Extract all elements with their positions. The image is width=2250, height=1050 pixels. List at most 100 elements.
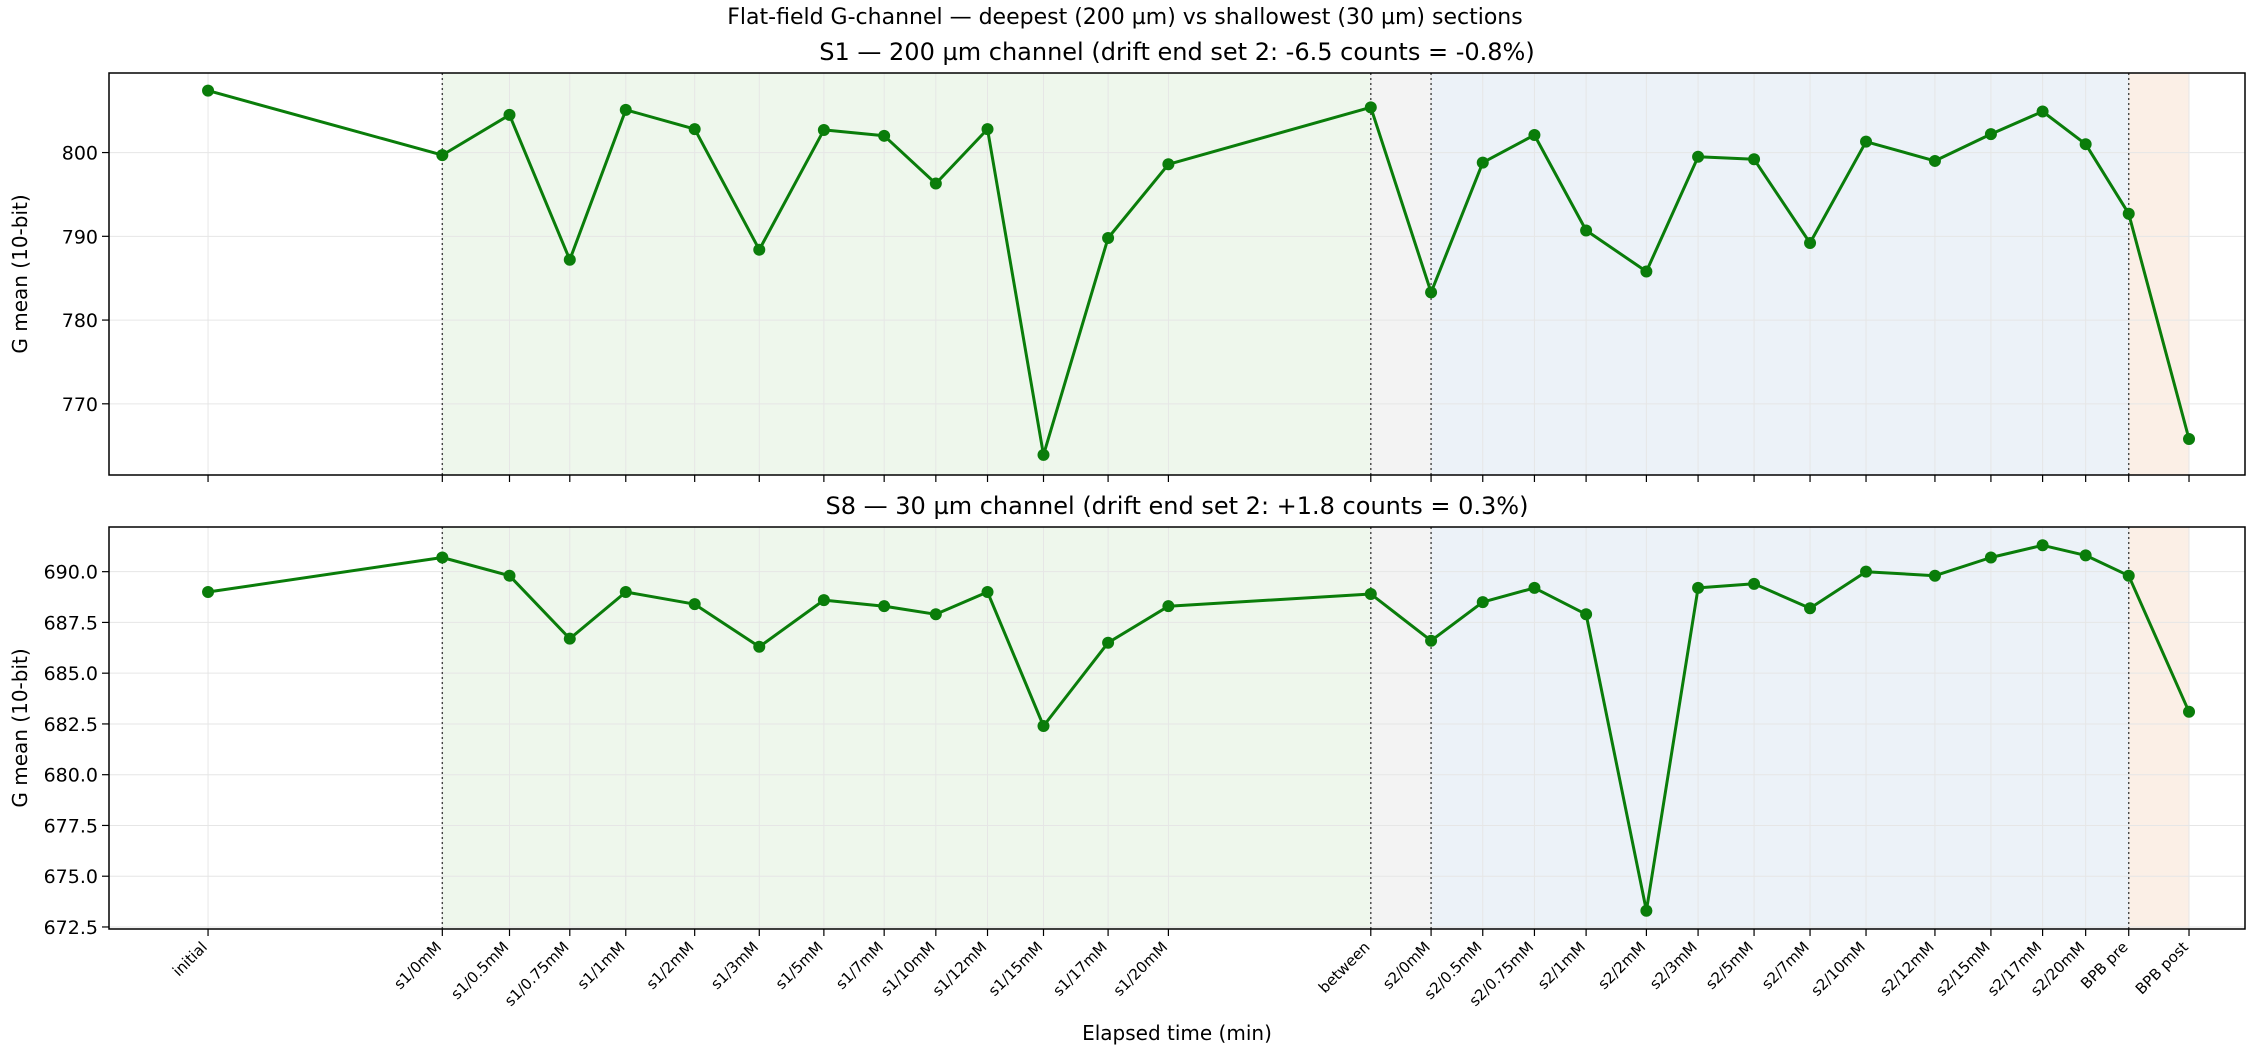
y-tick-label: 677.5 <box>44 815 98 837</box>
x-tick-label: s1/1mM <box>574 938 629 993</box>
data-point <box>1804 602 1817 615</box>
data-point <box>1162 600 1175 613</box>
data-point <box>563 632 576 645</box>
data-point <box>1928 569 1941 582</box>
x-tick-label: s2/12mM <box>1876 938 1938 1000</box>
data-point <box>2183 705 2196 718</box>
x-tick-label: between <box>1315 938 1374 997</box>
data-point <box>1804 237 1817 250</box>
data-point <box>2036 539 2049 552</box>
data-point <box>503 108 516 121</box>
data-point <box>1748 153 1761 166</box>
data-point <box>1928 154 1941 167</box>
panel-title: S1 — 200 µm channel (drift end set 2: -6… <box>819 38 1534 66</box>
panel-title: S8 — 30 µm channel (drift end set 2: +1.… <box>826 492 1529 520</box>
y-tick-label: 770 <box>62 394 98 416</box>
data-point <box>202 585 215 598</box>
data-point <box>1037 448 1050 461</box>
y-tick-label: 687.5 <box>44 612 98 634</box>
data-point <box>1364 588 1377 600</box>
data-point <box>1640 904 1653 917</box>
data-point <box>1984 551 1997 564</box>
set2-span <box>1431 73 2129 475</box>
set1-span <box>442 73 1371 475</box>
data-point <box>1102 231 1115 244</box>
axes-frame <box>108 526 2246 930</box>
data-point <box>753 640 766 653</box>
data-point <box>2122 569 2135 582</box>
data-point <box>878 129 891 142</box>
x-tick-label: s1/17mM <box>1049 938 1111 1000</box>
x-tick-label: s2/15mM <box>1932 938 1994 1000</box>
bpb-span <box>2128 527 2190 929</box>
x-tick-label: s2/10mM <box>1807 938 1869 1000</box>
x-tick-label: s1/0mM <box>390 938 445 993</box>
data-point <box>2036 105 2049 118</box>
series-line <box>207 89 2191 457</box>
figure-suptitle: Flat-field G-channel — deepest (200 µm) … <box>727 5 1522 30</box>
data-point <box>202 84 215 97</box>
x-tick-label: s1/12mM <box>929 938 991 1000</box>
data-point <box>878 600 891 613</box>
data-point <box>1692 150 1705 163</box>
x-tick-label: s2/2mM <box>1594 938 1649 993</box>
x-tick-label: s1/10mM <box>877 938 939 1000</box>
chart-panel-s1: 770 780 790 800 S1 — 200 µm channel (drift e… <box>8 38 2246 482</box>
data-point <box>1037 719 1050 732</box>
data-point <box>619 103 632 116</box>
x-tick-label: s2/5mM <box>1702 938 1757 993</box>
y-tick-label: 675.0 <box>44 866 98 888</box>
series-line <box>207 543 2191 913</box>
x-tick-label: s2/3mM <box>1646 938 1701 993</box>
x-tick-label: initial <box>169 938 211 980</box>
data-point <box>1425 634 1438 647</box>
y-tick-label: 672.5 <box>44 917 98 939</box>
data-point <box>1364 101 1377 114</box>
x-tick-label: s1/3mM <box>707 938 762 993</box>
x-tick-label: s2/1mM <box>1534 938 1589 993</box>
x-tick-label: s1/2mM <box>643 938 698 993</box>
x-tick-label: s1/15mM <box>985 938 1047 1000</box>
data-point <box>1984 128 1997 141</box>
set1-span <box>442 527 1371 929</box>
data-point <box>817 123 830 136</box>
data-point <box>929 608 942 621</box>
data-point <box>503 569 516 582</box>
x-tick-label: s1/5mM <box>772 938 827 993</box>
x-tick-label: s1/0.5mM <box>447 938 512 1003</box>
x-tick-label: s1/20mM <box>1110 938 1172 1000</box>
data-point <box>929 177 942 190</box>
data-point <box>1528 128 1541 141</box>
y-tick-label: 780 <box>62 310 98 332</box>
x-axis-label: Elapsed time (min) <box>1082 1021 1272 1045</box>
x-tick-label: BPB pre <box>2077 938 2131 992</box>
data-point <box>1640 265 1653 278</box>
data-point <box>981 123 994 136</box>
data-point <box>1425 286 1438 299</box>
data-point <box>688 598 701 611</box>
y-tick-label: 690.0 <box>44 562 98 584</box>
chart-panel-s8: 672.5 675.0 677.5 680.0 682.5 685.0 687.5 690.0… <box>8 492 2246 1010</box>
data-point <box>2079 138 2092 151</box>
data-point <box>619 585 632 598</box>
bpb-span <box>2128 73 2190 475</box>
data-point <box>1102 636 1115 649</box>
data-point <box>2079 549 2092 562</box>
y-tick-label: 800 <box>62 143 98 165</box>
data-point <box>981 585 994 598</box>
data-point <box>753 243 766 256</box>
data-point <box>1692 581 1705 594</box>
between-span <box>1370 527 1432 929</box>
data-point <box>1528 581 1541 594</box>
data-point <box>1476 596 1489 609</box>
data-point <box>2183 432 2196 445</box>
data-point <box>1580 224 1593 237</box>
gridlines <box>109 73 2245 475</box>
data-point <box>1748 577 1761 590</box>
data-point <box>436 149 449 162</box>
data-point <box>1476 156 1489 169</box>
data-point <box>563 253 576 266</box>
y-axis-label: G mean (10-bit) <box>8 194 32 353</box>
x-tick-label: s2/7mM <box>1758 938 1813 993</box>
